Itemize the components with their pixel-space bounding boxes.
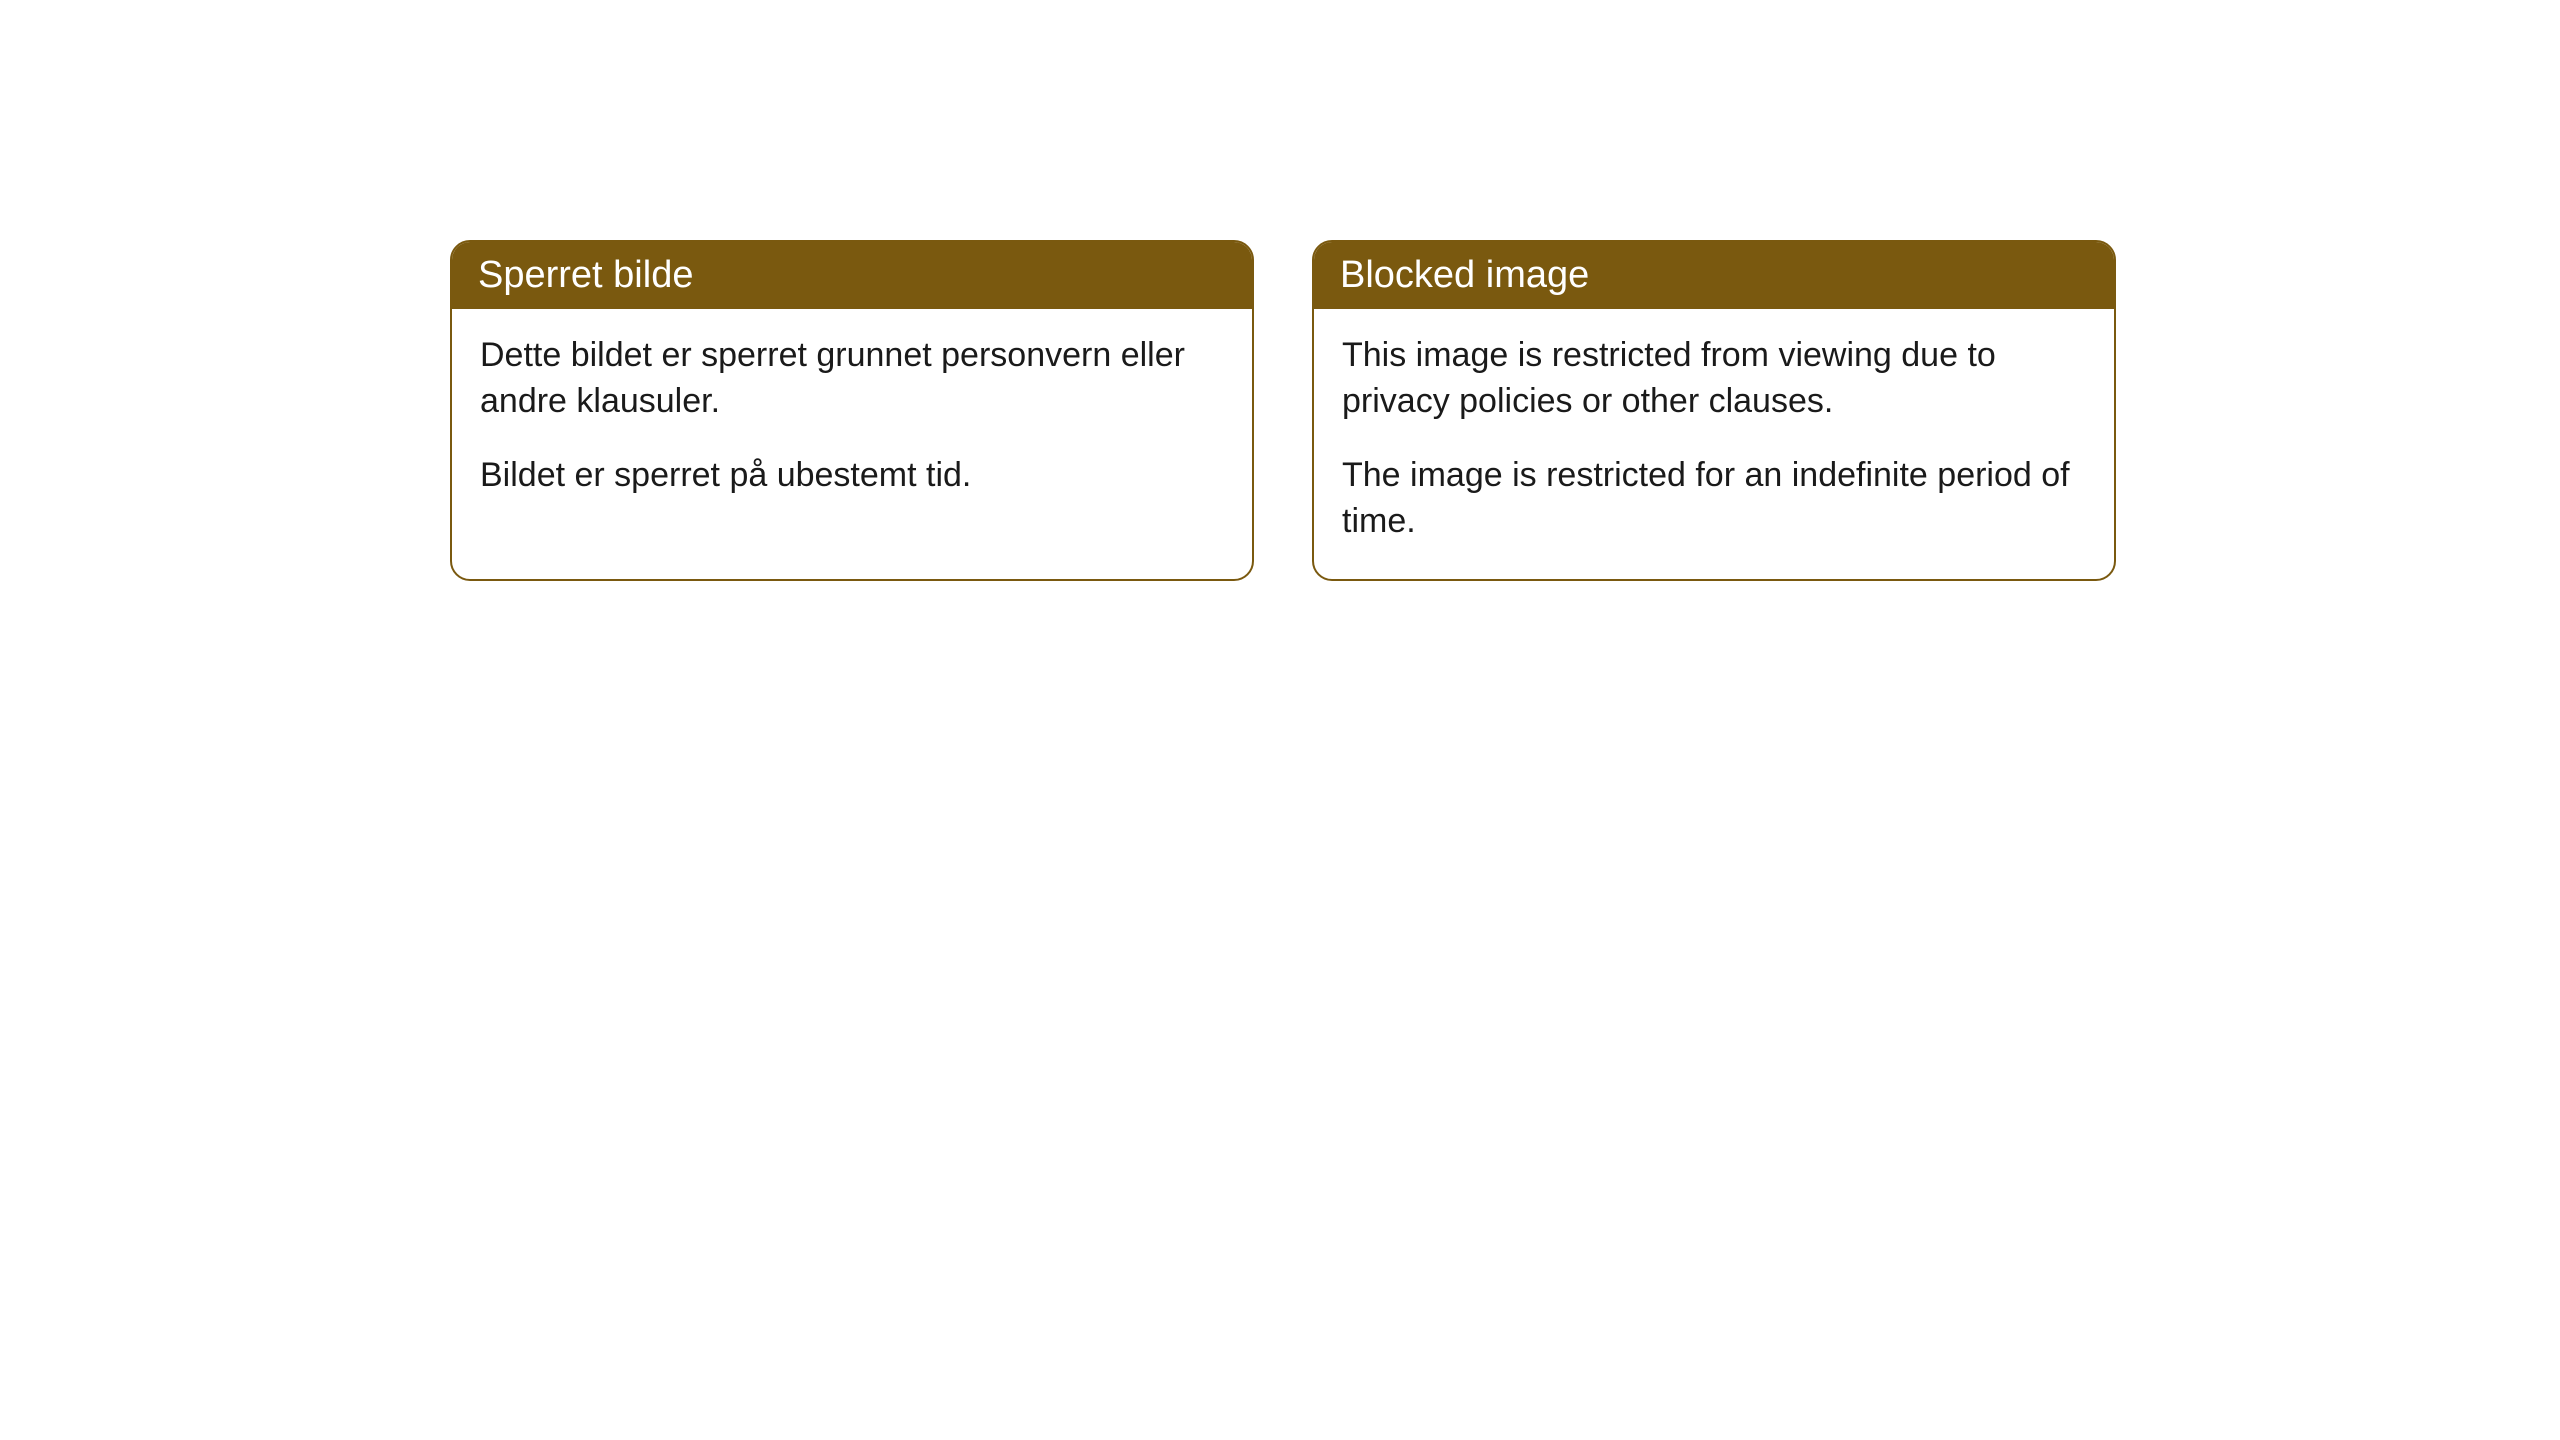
card-paragraph-1-en: This image is restricted from viewing du… [1342,333,2086,425]
card-paragraph-1-no: Dette bildet er sperret grunnet personve… [480,333,1224,425]
blocked-image-card-no: Sperret bilde Dette bildet er sperret gr… [450,240,1254,581]
card-header-no: Sperret bilde [452,242,1252,309]
card-paragraph-2-en: The image is restricted for an indefinit… [1342,453,2086,545]
card-paragraph-2-no: Bildet er sperret på ubestemt tid. [480,453,1224,499]
card-header-en: Blocked image [1314,242,2114,309]
card-body-en: This image is restricted from viewing du… [1314,309,2114,579]
card-body-no: Dette bildet er sperret grunnet personve… [452,309,1252,533]
blocked-image-card-en: Blocked image This image is restricted f… [1312,240,2116,581]
notice-cards-container: Sperret bilde Dette bildet er sperret gr… [450,240,2116,581]
